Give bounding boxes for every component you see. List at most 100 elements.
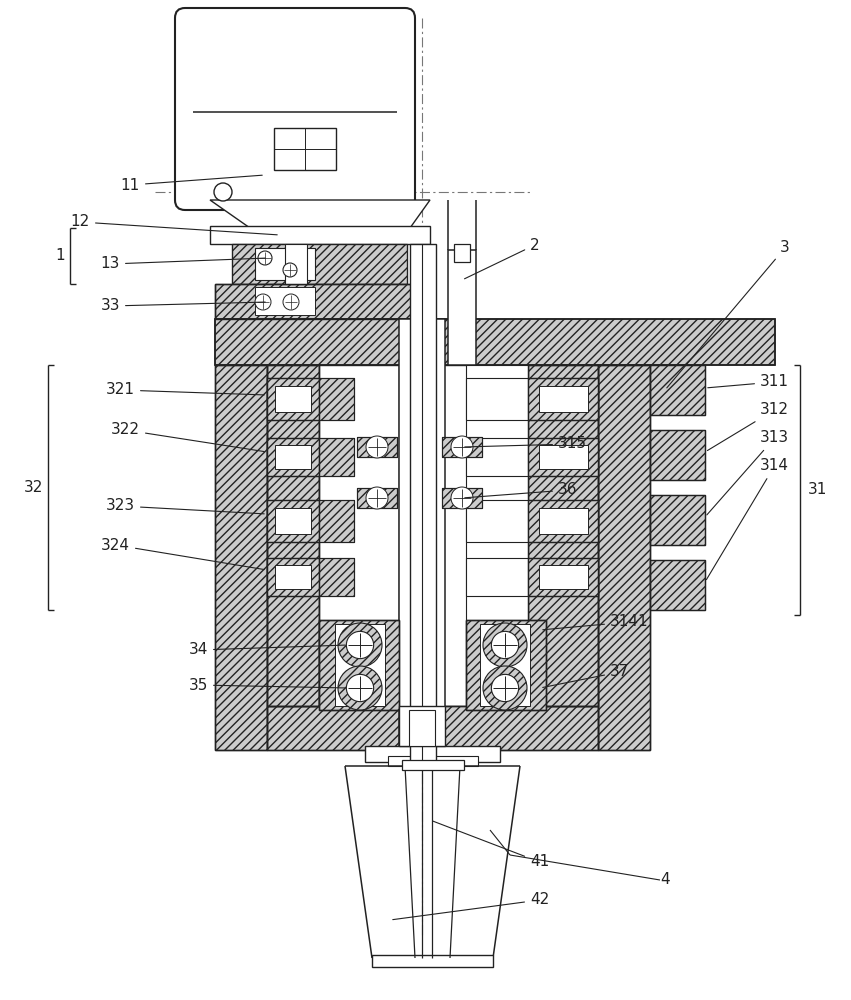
Bar: [267, 378, 319, 420]
Text: 36: 36: [465, 483, 578, 498]
Text: 13: 13: [100, 256, 266, 271]
Bar: [528, 438, 598, 476]
Text: 314: 314: [706, 458, 789, 580]
Bar: [267, 500, 319, 542]
Bar: [319, 500, 354, 542]
Text: 41: 41: [432, 821, 549, 869]
Bar: [319, 378, 354, 420]
Bar: [399, 319, 445, 750]
Bar: [539, 565, 587, 589]
Circle shape: [451, 436, 473, 458]
Bar: [319, 620, 399, 710]
Text: 315: 315: [465, 436, 587, 452]
Bar: [442, 488, 482, 508]
Bar: [267, 438, 319, 476]
Bar: [480, 624, 530, 706]
Bar: [598, 365, 650, 750]
Bar: [466, 438, 528, 476]
Bar: [528, 365, 598, 706]
Text: 33: 33: [100, 298, 266, 314]
Bar: [319, 378, 354, 420]
Bar: [319, 620, 399, 710]
Text: 12: 12: [71, 215, 277, 235]
Bar: [215, 365, 267, 750]
Circle shape: [483, 623, 527, 667]
Bar: [650, 365, 705, 415]
Bar: [215, 284, 422, 319]
Text: 31: 31: [808, 483, 827, 497]
Bar: [528, 500, 598, 542]
Circle shape: [366, 487, 388, 509]
Bar: [528, 438, 598, 476]
Bar: [466, 500, 528, 542]
Bar: [319, 438, 354, 476]
Bar: [372, 955, 493, 967]
Circle shape: [483, 666, 527, 710]
Bar: [528, 558, 598, 596]
Bar: [528, 378, 598, 420]
Bar: [255, 287, 315, 315]
Bar: [528, 500, 598, 542]
Text: 35: 35: [189, 678, 346, 692]
Bar: [539, 386, 587, 412]
Bar: [357, 437, 397, 457]
Circle shape: [346, 674, 374, 702]
Bar: [319, 365, 399, 706]
Bar: [466, 620, 546, 710]
Bar: [650, 560, 705, 610]
Bar: [267, 438, 319, 476]
Bar: [319, 558, 354, 596]
Text: 32: 32: [24, 481, 43, 495]
Bar: [274, 128, 336, 170]
Bar: [409, 710, 435, 746]
Text: 322: 322: [111, 422, 265, 452]
Text: 323: 323: [106, 498, 264, 514]
Bar: [650, 365, 705, 415]
Text: 1: 1: [55, 248, 65, 263]
Bar: [539, 445, 587, 469]
Circle shape: [258, 251, 272, 265]
Bar: [528, 558, 598, 596]
Bar: [335, 624, 385, 706]
Bar: [285, 244, 307, 284]
Polygon shape: [210, 200, 430, 228]
Text: 324: 324: [101, 538, 265, 570]
Bar: [267, 706, 598, 750]
Bar: [650, 495, 705, 545]
Bar: [215, 319, 775, 365]
Bar: [267, 365, 319, 706]
Bar: [275, 565, 311, 589]
Bar: [598, 365, 650, 750]
Bar: [466, 365, 528, 706]
Bar: [275, 386, 311, 412]
Text: 11: 11: [121, 175, 262, 192]
Text: 34: 34: [189, 643, 346, 658]
Circle shape: [491, 631, 518, 659]
Bar: [275, 508, 311, 534]
Text: 4: 4: [660, 872, 670, 888]
Bar: [319, 500, 354, 542]
Bar: [210, 226, 430, 244]
Bar: [267, 558, 319, 596]
Bar: [267, 365, 598, 706]
Circle shape: [255, 294, 271, 310]
Circle shape: [491, 674, 518, 702]
Bar: [357, 488, 397, 508]
Bar: [466, 620, 546, 710]
Bar: [255, 248, 315, 280]
Circle shape: [338, 623, 382, 667]
Bar: [466, 378, 528, 420]
Bar: [215, 319, 775, 365]
Bar: [466, 558, 528, 596]
Bar: [442, 437, 482, 457]
Bar: [267, 706, 598, 750]
Bar: [319, 558, 354, 596]
Text: 313: 313: [707, 430, 789, 515]
Circle shape: [283, 263, 297, 277]
Bar: [357, 488, 397, 508]
Bar: [650, 560, 705, 610]
Bar: [528, 378, 598, 420]
Bar: [267, 500, 319, 542]
Text: 312: 312: [707, 402, 789, 451]
Circle shape: [338, 666, 382, 710]
